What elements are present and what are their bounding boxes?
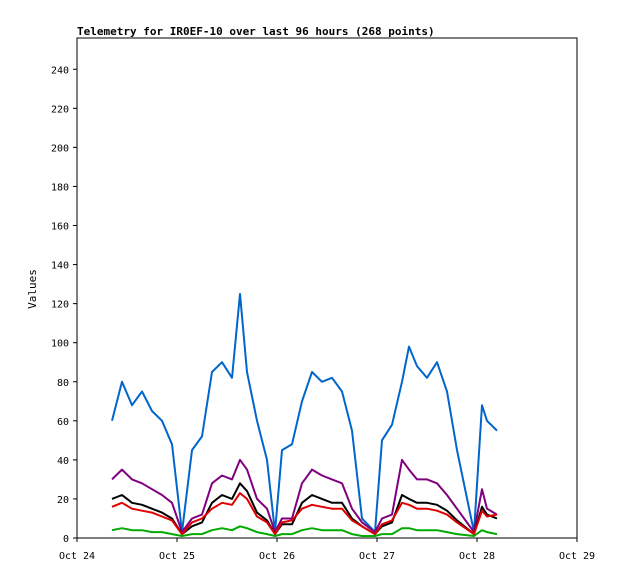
x-tick-label: Oct 25 <box>159 551 195 562</box>
plot-area <box>76 37 578 539</box>
y-tick-label: 200 <box>51 143 69 154</box>
series-line-3 <box>111 492 498 536</box>
y-tick-label: 40 <box>57 456 69 467</box>
x-tick-label: Oct 29 <box>559 551 595 562</box>
x-tick-label: Oct 27 <box>359 551 395 562</box>
series-line-1 <box>111 458 498 534</box>
x-tick-label: Oct 28 <box>459 551 495 562</box>
y-axis: 0 20 40 60 80 100 120 140 160 180 200 220 240 <box>51 65 77 545</box>
y-tick-label: 240 <box>51 65 69 76</box>
y-tick-label: 100 <box>51 339 69 350</box>
series-line-4 <box>111 525 498 537</box>
y-tick-label: 220 <box>51 104 69 115</box>
x-axis: Oct 24 Oct 25 Oct 26 Oct 27 Oct 28 Oct 29 <box>59 538 595 562</box>
x-tick-label: Oct 26 <box>259 551 295 562</box>
series-group <box>111 292 498 537</box>
y-tick-label: 160 <box>51 222 69 233</box>
y-tick-label: 140 <box>51 261 69 272</box>
y-tick-label: 180 <box>51 182 69 193</box>
y-tick-label: 120 <box>51 300 69 311</box>
series-line-0 <box>111 292 498 534</box>
y-tick-label: 0 <box>63 534 69 545</box>
x-tick-label: Oct 24 <box>59 551 95 562</box>
y-axis-label: Values <box>26 269 39 309</box>
y-tick-label: 60 <box>57 417 69 428</box>
chart-title: Telemetry for IR0EF-10 over last 96 hour… <box>77 25 435 38</box>
y-tick-label: 20 <box>57 495 69 506</box>
y-tick-label: 80 <box>57 378 69 389</box>
